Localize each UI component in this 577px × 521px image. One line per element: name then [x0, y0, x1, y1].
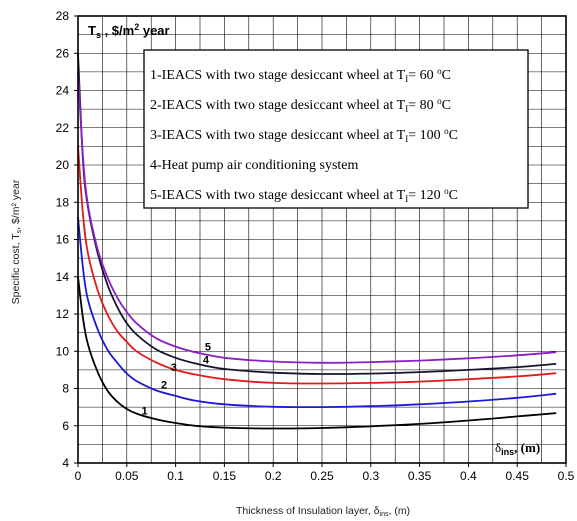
series-line-1 [77, 276, 557, 430]
legend-entry-5: 5-IEACS with two stage desiccant wheel a… [150, 186, 458, 204]
y-tick-label: 22 [56, 121, 70, 135]
y-tick-label: 4 [62, 456, 69, 470]
x-tick-label: 0.4 [460, 469, 477, 483]
x-tick-label: 0.3 [362, 469, 379, 483]
curve-label-1: 1 [141, 406, 147, 418]
y-tick-label: 16 [56, 233, 70, 247]
y-tick-label: 26 [56, 46, 70, 60]
y-tick-label: 6 [62, 419, 69, 433]
x-tick-label: 0.1 [167, 469, 184, 483]
x-tick-label: 0.25 [310, 469, 334, 483]
legend-entry-2: 2-IEACS with two stage desiccant wheel a… [150, 96, 451, 114]
legend-entry-4: 4-Heat pump air conditioning system [150, 158, 359, 173]
y-axis-label: Specific cost, Ts, $/m² year [10, 179, 23, 304]
legend-entry-3: 3-IEACS with two stage desiccant wheel a… [150, 126, 458, 144]
series-line-5 [77, 71, 557, 364]
corner-x-label: δins, (m) [495, 440, 540, 457]
x-axis-label: Thickness of Insulation layer, δins, (m) [236, 505, 410, 518]
x-tick-label: 0 [75, 469, 82, 483]
x-tick-label: 0.45 [506, 469, 530, 483]
curve-label-2: 2 [161, 380, 167, 392]
y-tick-label: 14 [56, 270, 70, 284]
y-tick-label: 10 [56, 344, 70, 358]
tick-labels: 0 0.05 0.1 0.15 0.2 0.25 0.3 0.35 0.4 0.45 0.54681… [56, 9, 575, 483]
curve-label-4: 4 [203, 354, 210, 366]
legend: 1-IEACS with two stage desiccant wheel a… [143, 49, 529, 209]
y-tick-label: 28 [56, 9, 70, 23]
y-tick-label: 8 [62, 382, 69, 396]
legend-box [143, 49, 529, 209]
legend-entry-1: 1-IEACS with two stage desiccant wheel a… [150, 66, 451, 84]
y-tick-label: 20 [56, 158, 70, 172]
y-tick-label: 24 [56, 84, 70, 98]
x-tick-label: 0.2 [265, 469, 282, 483]
series-line-3 [77, 146, 557, 385]
y-tick-label: 18 [56, 195, 70, 209]
y-tick-label: 12 [56, 307, 70, 321]
corner-y-label: Ts , $/m2 year [88, 22, 170, 40]
curve-label-5: 5 [205, 341, 211, 353]
x-tick-label: 0.15 [213, 469, 237, 483]
plot-frame [77, 15, 567, 464]
x-tick-label: 0.05 [115, 469, 139, 483]
curves: 1 23 45 [77, 53, 557, 430]
curve-label-3: 3 [171, 362, 177, 374]
x-tick-label: 0.5 [558, 469, 575, 483]
series-line-2 [77, 217, 557, 409]
x-tick-label: 0.35 [408, 469, 432, 483]
